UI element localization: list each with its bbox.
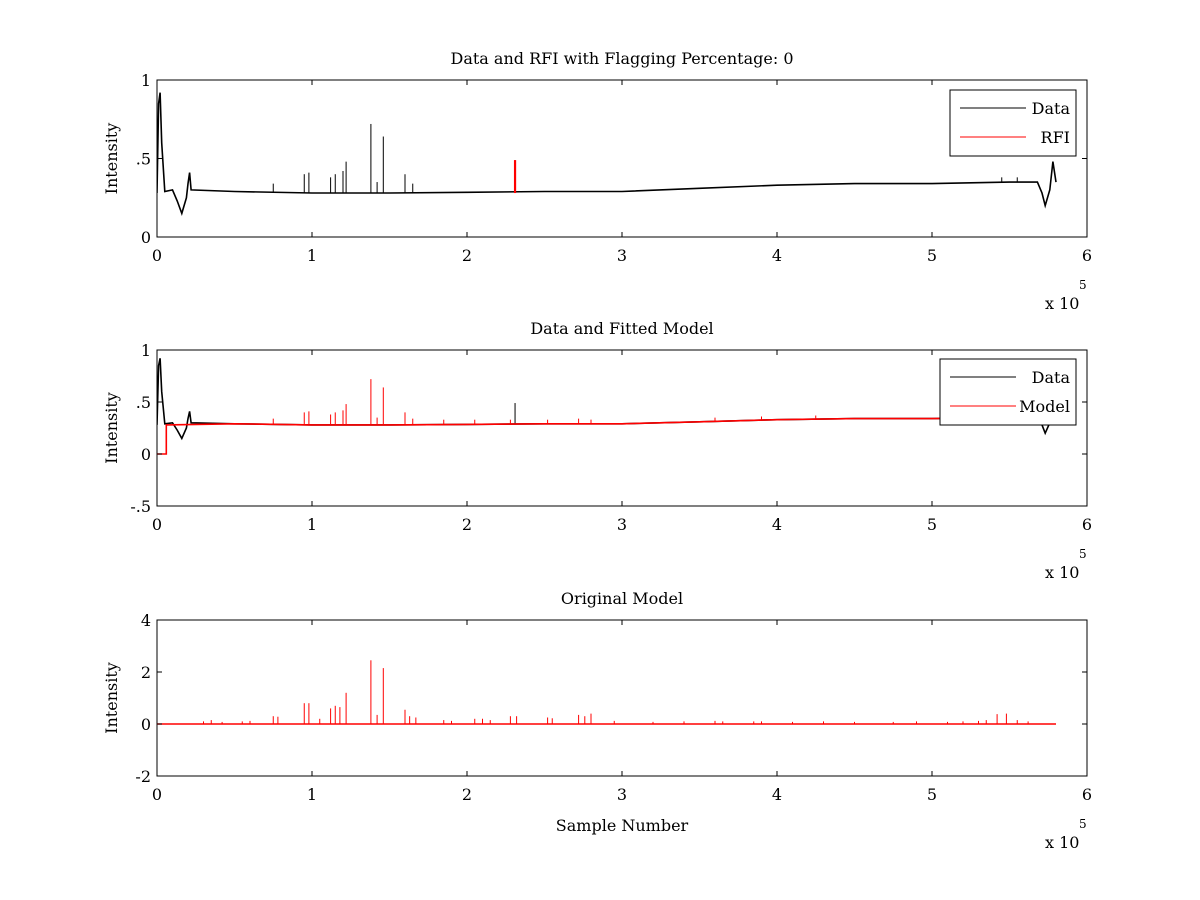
- x-tick-label: 0: [152, 246, 162, 265]
- x-tick-label: 2: [462, 246, 472, 265]
- x-tick-label: 5: [927, 246, 937, 265]
- legend: Data Model: [939, 358, 1077, 426]
- x-tick-label: 6: [1082, 785, 1092, 804]
- y-tick-label: -.5: [130, 497, 151, 516]
- x-multiplier-base: x 10: [1045, 833, 1079, 852]
- x-tick-label: 6: [1082, 515, 1092, 534]
- series-model: [157, 660, 1056, 725]
- y-tick-label: -2: [135, 767, 151, 786]
- y-axis-label: Intensity: [102, 662, 121, 734]
- x-tick-label: 3: [617, 515, 627, 534]
- y-axis-label: Intensity: [102, 123, 121, 195]
- legend-box: [949, 89, 1077, 157]
- subplot-title: Data and RFI with Flagging Percentage: 0: [450, 49, 793, 68]
- y-tick-label: 0: [141, 715, 151, 734]
- subplot-title: Data and Fitted Model: [530, 319, 713, 338]
- legend-label-data: Data: [1032, 368, 1071, 387]
- y-tick-label: 1: [141, 341, 151, 360]
- series-data: [157, 92, 1057, 216]
- x-tick-label: 0: [152, 785, 162, 804]
- x-tick-label: 4: [772, 785, 782, 804]
- legend: Data RFI: [949, 89, 1077, 157]
- x-multiplier-exponent: 5: [1079, 278, 1087, 292]
- x-tick-label: 1: [307, 515, 317, 534]
- plot-area: [156, 79, 1088, 238]
- subplot-1: 0 1 2 3 4 5 6 0 .5 1 Data and RFI with Flagging Pe…: [102, 49, 1092, 313]
- x-tick-label: 2: [462, 515, 472, 534]
- x-tick-label: 5: [927, 515, 937, 534]
- y-tick-label: 1: [141, 71, 151, 90]
- plot-area: [156, 619, 1088, 777]
- legend-box: [939, 358, 1077, 426]
- legend-label-rfi: RFI: [1041, 128, 1070, 147]
- legend-label-model: Model: [1019, 397, 1070, 416]
- x-tick-label: 2: [462, 785, 472, 804]
- x-tick-label: 1: [307, 246, 317, 265]
- legend-label-data: Data: [1032, 99, 1071, 118]
- x-tick-label: 6: [1082, 246, 1092, 265]
- y-tick-label: 0: [141, 228, 151, 247]
- x-multiplier-base: x 10: [1045, 563, 1079, 582]
- series-line: [157, 92, 1057, 216]
- y-tick-label: 0: [141, 445, 151, 464]
- x-tick-label: 3: [617, 785, 627, 804]
- y-tick-label: 4: [141, 611, 151, 630]
- plot-area: [156, 349, 1088, 507]
- series-line: [157, 416, 1056, 455]
- x-tick-label: 4: [772, 246, 782, 265]
- x-tick-label: 0: [152, 515, 162, 534]
- x-tick-label: 4: [772, 515, 782, 534]
- data-layer: [157, 92, 1057, 216]
- x-multiplier-exponent: 5: [1079, 547, 1087, 561]
- subplot-title: Original Model: [561, 589, 683, 608]
- x-tick-label: 5: [927, 785, 937, 804]
- series-model: [157, 379, 1056, 455]
- x-multiplier-base: x 10: [1045, 294, 1079, 313]
- data-layer: [157, 660, 1056, 725]
- y-tick-label: .5: [136, 393, 151, 412]
- y-axis-label: Intensity: [102, 392, 121, 464]
- y-tick-label: .5: [136, 150, 151, 169]
- x-axis-label: Sample Number: [556, 816, 689, 835]
- x-multiplier-exponent: 5: [1079, 817, 1087, 831]
- x-tick-label: 1: [307, 785, 317, 804]
- x-tick-label: 3: [617, 246, 627, 265]
- y-tick-label: 2: [141, 663, 151, 682]
